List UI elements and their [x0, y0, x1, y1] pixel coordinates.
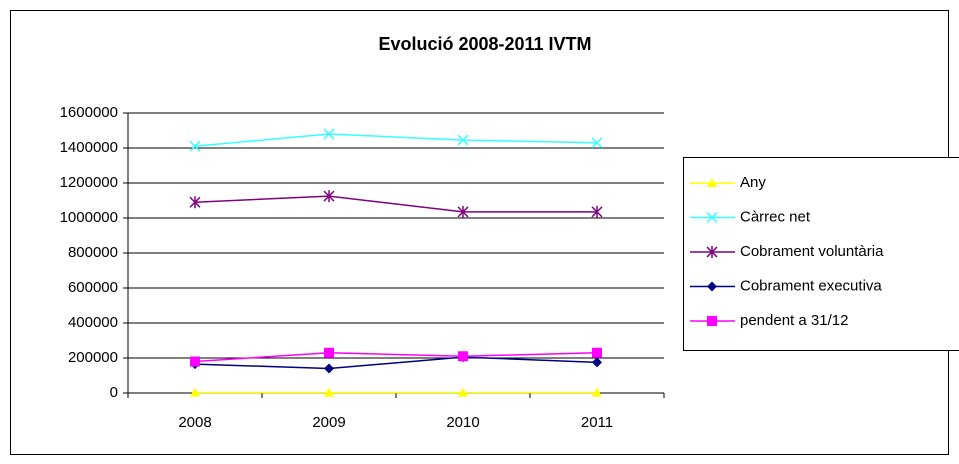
y-tick-label: 800000: [68, 244, 118, 261]
marker: [323, 190, 335, 203]
x-tick-label: 2011: [581, 414, 613, 431]
marker: [706, 211, 718, 224]
marker: [458, 387, 468, 397]
marker: [190, 387, 200, 397]
y-tick-label: 1000000: [60, 209, 118, 226]
x-tick-label: 2008: [178, 414, 211, 431]
x-tick-label: 2010: [446, 414, 479, 431]
y-tick-label: 1400000: [60, 139, 118, 156]
legend-label: Any: [740, 174, 766, 191]
marker: [324, 387, 334, 397]
y-tick-label: 1600000: [60, 104, 118, 121]
marker: [190, 356, 200, 367]
x-tick-label: 2009: [312, 414, 345, 431]
legend-label: Cobrament executiva: [740, 277, 882, 294]
marker: [592, 347, 602, 358]
line: [194, 195, 597, 213]
marker: [706, 246, 718, 258]
marker: [189, 196, 201, 209]
marker: [323, 128, 335, 140]
y-tick-label: 600000: [68, 279, 118, 296]
marker: [707, 178, 717, 187]
line: [194, 351, 598, 363]
chart-title: Evolució 2008-2011 IVTM: [378, 34, 591, 54]
marker: [592, 387, 602, 397]
y-tick-label: 1200000: [60, 174, 118, 191]
legend-box: [683, 157, 959, 351]
y-tick-label: 0: [110, 384, 118, 401]
marker: [189, 140, 201, 152]
marker: [324, 363, 334, 374]
marker: [458, 351, 468, 362]
legend-label: Cobrament voluntària: [740, 243, 884, 260]
marker: [707, 281, 717, 292]
y-tick-label: 200000: [68, 349, 118, 366]
line: [194, 356, 598, 370]
marker: [457, 205, 469, 218]
marker: [591, 137, 603, 149]
marker: [707, 316, 717, 326]
legend-label: Càrrec net: [740, 208, 811, 225]
marker: [592, 357, 602, 368]
legend-label: pendent a 31/12: [740, 312, 848, 329]
marker: [324, 347, 334, 358]
line: [194, 133, 598, 147]
y-tick-label: 400000: [68, 314, 118, 331]
marker: [591, 205, 603, 218]
marker: [457, 134, 469, 146]
